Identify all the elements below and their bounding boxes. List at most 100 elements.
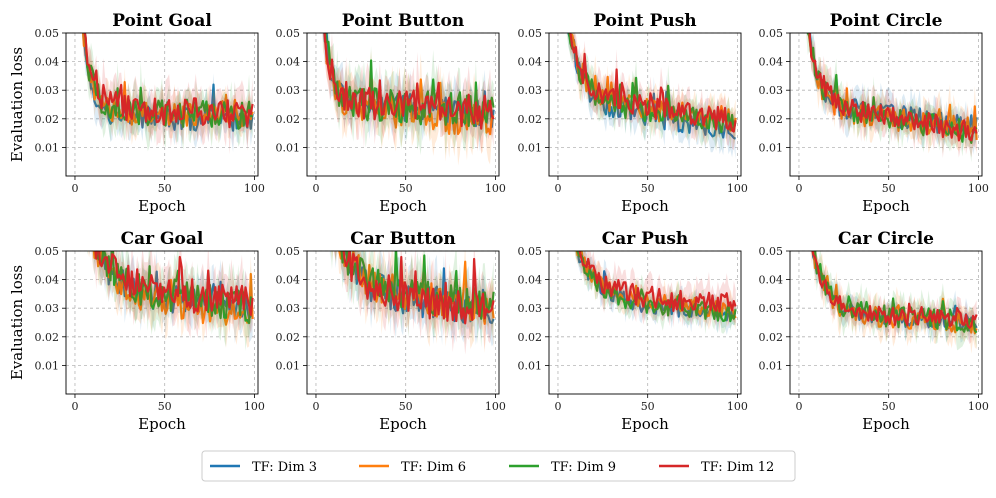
x-tick-label: 50	[882, 400, 896, 413]
panel-car-goal: 0 50 100 0.01 0.02 0.03 0.04 0.05 Car Goal Epoch E…	[8, 229, 265, 433]
axes-frame	[65, 32, 259, 177]
x-axis-label: Epoch	[862, 197, 910, 215]
x-tick-label: 50	[158, 400, 172, 413]
x-axis-label: Epoch	[379, 197, 427, 215]
y-tick-label: 0.03	[276, 302, 301, 315]
panel-title: Car Goal	[121, 229, 204, 249]
axes-frame	[548, 250, 742, 395]
y-tick-label: 0.01	[276, 141, 301, 154]
series-band-3	[323, 33, 494, 154]
y-tick-label: 0.04	[276, 274, 301, 287]
series-band-0	[567, 33, 736, 159]
x-tick-label: 50	[158, 182, 172, 195]
y-axis-label: Evaluation loss	[8, 265, 26, 380]
panel-title: Point Goal	[112, 11, 212, 31]
x-tick-label: 50	[399, 400, 413, 413]
series-line-tf-dim-9	[96, 251, 254, 325]
y-tick-label: 0.04	[518, 274, 543, 287]
y-tick-label: 0.04	[759, 274, 784, 287]
panel-car-push: 0 50 100 0.01 0.02 0.03 0.04 0.05 Car Push Epoch	[518, 229, 748, 433]
y-tick-label: 0.01	[518, 359, 543, 372]
y-tick-label: 0.05	[759, 245, 784, 258]
series-line-tf-dim-12	[323, 33, 495, 130]
x-axis-label: Epoch	[621, 415, 669, 433]
axes-frame	[65, 250, 259, 395]
x-axis-label: Epoch	[621, 197, 669, 215]
x-tick-label: 100	[485, 182, 506, 195]
y-tick-label: 0.01	[759, 141, 784, 154]
y-tick-label: 0.02	[759, 331, 784, 344]
x-tick-label: 100	[727, 400, 748, 413]
x-axis-label: Epoch	[862, 415, 910, 433]
y-tick-label: 0.05	[759, 27, 784, 40]
y-tick-label: 0.02	[35, 331, 60, 344]
panel-title: Car Circle	[838, 229, 934, 249]
axes-frame	[306, 250, 500, 395]
y-tick-label: 0.02	[759, 113, 784, 126]
series-line-tf-dim-12	[569, 33, 737, 133]
series-band-2	[806, 33, 977, 163]
panel-point-push: 0 50 100 0.01 0.02 0.03 0.04 0.05 Point Push Epoc…	[518, 11, 748, 215]
series-line-tf-dim-9	[567, 33, 737, 134]
y-tick-label: 0.03	[35, 84, 60, 97]
x-tick-label: 100	[968, 182, 989, 195]
x-tick-label: 0	[71, 182, 78, 195]
y-tick-label: 0.01	[759, 359, 784, 372]
panel-point-button: 0 50 100 0.01 0.02 0.03 0.04 0.05 Point Button Ep…	[276, 11, 506, 215]
y-tick-label: 0.05	[276, 27, 301, 40]
y-tick-label: 0.02	[518, 113, 543, 126]
series-band-3	[333, 251, 494, 355]
y-tick-label: 0.04	[518, 56, 543, 69]
x-tick-label: 100	[485, 400, 506, 413]
x-tick-label: 50	[641, 182, 655, 195]
x-tick-label: 0	[554, 400, 561, 413]
y-tick-label: 0.05	[35, 27, 60, 40]
x-tick-label: 0	[312, 400, 319, 413]
series-line-tf-dim-12	[808, 33, 978, 142]
y-tick-label: 0.03	[759, 302, 784, 315]
x-tick-label: 100	[244, 182, 265, 195]
y-axis-label: Evaluation loss	[8, 47, 26, 162]
series-band-3	[576, 251, 736, 333]
panel-title: Point Circle	[830, 11, 943, 31]
y-tick-label: 0.04	[35, 274, 60, 287]
y-tick-label: 0.03	[518, 302, 543, 315]
panel-point-circle: 0 50 100 0.01 0.02 0.03 0.04 0.05 Point Circle Ep…	[759, 11, 989, 215]
series-line-tf-dim-12	[578, 251, 737, 313]
x-tick-label: 50	[399, 182, 413, 195]
legend: TF: Dim 3 TF: Dim 6 TF: Dim 9 TF: Dim 12	[201, 450, 796, 482]
axes-frame	[789, 32, 983, 177]
legend-label: TF: Dim 9	[551, 460, 616, 475]
axes-frame	[789, 250, 983, 395]
panel-title: Point Button	[342, 11, 464, 31]
x-tick-label: 0	[795, 182, 802, 195]
series-band-3	[82, 33, 253, 155]
y-tick-label: 0.03	[35, 302, 60, 315]
series-line-tf-dim-9	[576, 251, 737, 323]
series-line-tf-dim-12	[342, 251, 495, 325]
x-axis-label: Epoch	[379, 415, 427, 433]
y-tick-label: 0.01	[35, 141, 60, 154]
y-tick-label: 0.01	[518, 141, 543, 154]
series-line-tf-dim-9	[806, 33, 978, 144]
series-band-3	[93, 251, 253, 339]
y-tick-label: 0.05	[35, 245, 60, 258]
y-tick-label: 0.03	[276, 84, 301, 97]
x-tick-label: 100	[244, 400, 265, 413]
y-tick-label: 0.05	[276, 245, 301, 258]
y-tick-label: 0.02	[35, 113, 60, 126]
y-tick-label: 0.02	[518, 331, 543, 344]
axes-frame	[306, 32, 500, 177]
legend-label: TF: Dim 6	[401, 460, 466, 475]
y-tick-label: 0.01	[276, 359, 301, 372]
y-tick-label: 0.04	[276, 56, 301, 69]
legend-label: TF: Dim 3	[252, 460, 317, 475]
x-tick-label: 100	[968, 400, 989, 413]
y-tick-label: 0.05	[518, 245, 543, 258]
panel-car-circle: 0 50 100 0.01 0.02 0.03 0.04 0.05 Car Circle Epoc…	[759, 229, 989, 433]
panel-title: Point Push	[593, 11, 696, 31]
x-tick-label: 0	[554, 182, 561, 195]
x-tick-label: 100	[727, 182, 748, 195]
x-axis-label: Epoch	[138, 197, 186, 215]
